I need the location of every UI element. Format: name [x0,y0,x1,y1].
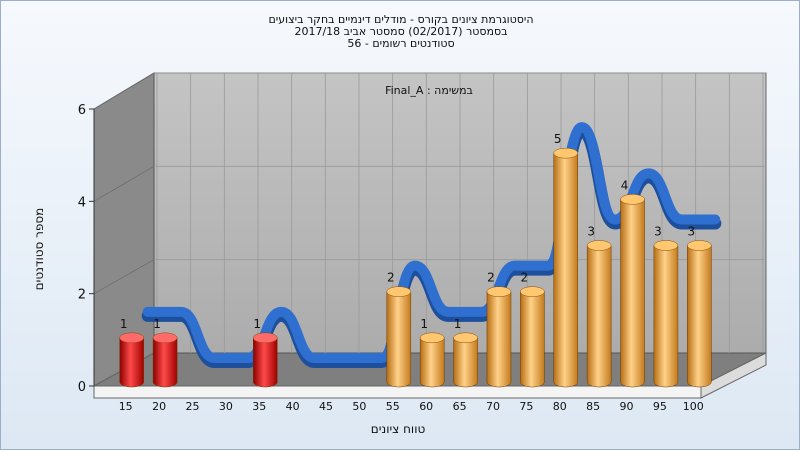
bar-top [486,286,512,297]
bar-value-label: 3 [587,225,595,239]
normal-curve-ribbon [142,122,721,363]
x-tick-label: 30 [219,400,233,413]
x-tick-label: 100 [683,400,704,413]
bar-value-label: 2 [487,271,495,285]
bar-value-label: 1 [253,317,261,331]
bar-top [620,194,645,205]
x-axis-title: טווח ציונים [371,422,426,436]
x-tick-label: 35 [252,400,266,413]
x-tick-label: 15 [119,400,133,413]
bar-top [687,240,712,251]
y-axis-title: מספר סטודנטים [32,208,46,291]
x-tick-label: 90 [620,400,634,413]
x-tick-label: 80 [553,400,567,413]
x-tick-label: 20 [152,400,166,413]
x-tick-label: 50 [352,400,366,413]
chart-subtitle-semester: בסמסטר (02/2017) סמסטר אביב 2017/18 [294,25,508,38]
bar-top [253,332,278,344]
bar-value-label: 2 [387,271,395,285]
bar-top [152,332,178,344]
bar-body [687,245,712,388]
bar-value-label: 1 [454,317,462,331]
bar [419,332,445,388]
bar-body [419,337,445,388]
bar-value-label: 2 [521,271,529,285]
floor-front-edge [93,385,702,399]
bar-value-label: 3 [654,225,662,239]
bar-body [386,291,412,388]
bar [152,332,178,388]
x-tick-label: 95 [653,400,667,413]
x-tick-label: 40 [286,400,300,413]
assignment-label: במשימה : Final_A [385,84,473,97]
bar [687,240,712,388]
bar-value-label: 1 [153,317,161,331]
bar [253,332,278,388]
bar-body [520,291,545,388]
chart-title: היסטוגרמת ציונים בקורס - מודלים דינמיים … [268,13,534,26]
bar-body [253,337,278,388]
bar-top [419,332,445,344]
x-tick-label: 65 [453,400,467,413]
bar [653,240,679,388]
bar-body [653,245,679,388]
bar [486,286,512,388]
grid-line-side [93,259,155,295]
bar-body [119,337,144,388]
chart-subtitle-registered: סטודנטים רשומים - 56 [347,37,455,50]
bar-top [119,332,144,344]
bar-top [653,240,679,251]
bar [119,332,144,388]
y-tick-label: 6 [78,103,86,118]
bar [453,332,478,388]
x-tick-label: 70 [486,400,500,413]
bar-body [152,337,178,388]
bar-body [553,152,578,388]
bar [620,194,645,388]
floor-right-edge [700,352,767,399]
bar-value-label: 3 [687,225,695,239]
x-tick-label: 85 [586,400,600,413]
normal-curve [141,122,722,368]
x-tick-label: 45 [319,400,333,413]
x-tick-label: 75 [519,400,533,413]
y-tick-label: 2 [78,288,86,303]
grid-line-side [93,165,155,202]
bar-value-label: 1 [120,317,128,331]
bar [586,240,612,388]
bar-top [553,147,578,159]
x-tick-label: 55 [386,400,400,413]
bar [553,147,578,388]
bar-body [586,245,612,388]
bar-body [620,199,645,388]
bar-value-label: 4 [621,178,629,192]
bar [520,286,545,388]
bar-value-label: 5 [554,132,562,146]
bar-value-label: 1 [420,317,428,331]
bar-top [453,332,478,344]
bar-body [453,337,478,388]
bar-top [586,240,612,251]
y-tick-label: 4 [78,195,86,210]
grid-line-side [93,72,155,110]
x-tick-label: 60 [419,400,433,413]
bar-top [386,286,412,297]
bar-top [520,286,545,297]
bar-body [486,291,512,388]
y-tick-label: 0 [78,380,86,395]
bar [386,286,412,388]
x-tick-label: 25 [185,400,199,413]
